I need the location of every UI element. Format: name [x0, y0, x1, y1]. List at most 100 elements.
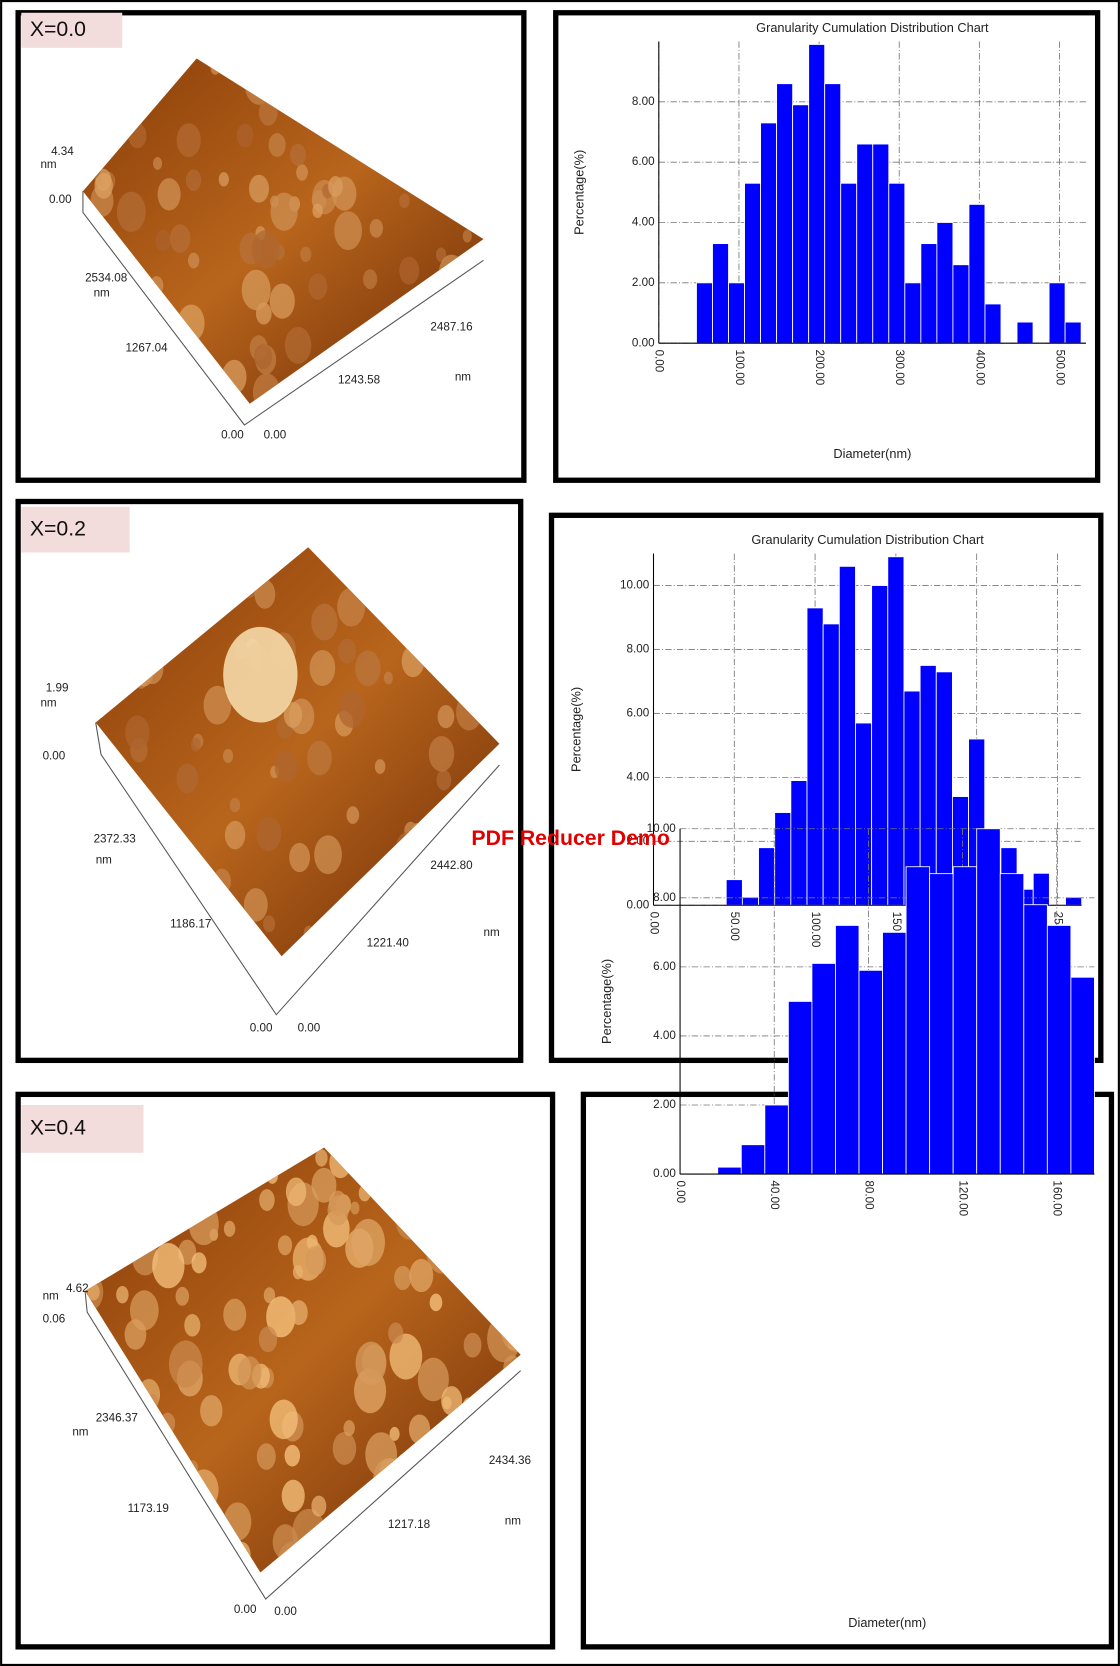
bar [725, 879, 743, 906]
surface-feature [243, 888, 268, 922]
surface-feature [131, 874, 157, 911]
surface-feature [273, 66, 289, 87]
surface-feature [312, 203, 323, 219]
surface-feature [284, 1444, 301, 1467]
surface-feature [307, 740, 332, 776]
surface-feature [288, 1147, 302, 1161]
surface-feature [188, 1203, 219, 1246]
surface-feature [454, 1482, 465, 1498]
afm-axis-label: 0.00 [49, 193, 72, 206]
surface-feature [254, 579, 276, 609]
surface-feature [82, 150, 102, 181]
afm-axis-label: 2534.08 [85, 271, 127, 284]
surface-feature [503, 1260, 515, 1277]
bar [764, 1104, 789, 1175]
panel-border [15, 498, 524, 1064]
x-tick-label: 300.00 [893, 350, 906, 386]
y-tick-label: 4.00 [627, 770, 650, 783]
bar [887, 556, 905, 906]
afm-axis-label: 0.00 [298, 1022, 321, 1035]
bar [858, 969, 883, 1175]
bar [976, 828, 1001, 1175]
bar [1064, 321, 1082, 344]
bar [1032, 872, 1050, 906]
surface-feature [456, 694, 483, 731]
bar [792, 104, 810, 344]
x-tick-label: 160.00 [1051, 1180, 1064, 1216]
surface-feature [256, 1443, 276, 1470]
label-background [21, 506, 130, 553]
afm-axis-label: 0.06 [43, 1313, 66, 1326]
chart-title: Granularity Cumulation Distribution Char… [751, 532, 984, 547]
bar [1048, 282, 1066, 344]
bar [744, 182, 762, 344]
surface-feature [463, 1332, 482, 1358]
afm-axis-label: 0.00 [43, 750, 66, 763]
bar [936, 222, 954, 344]
surface-feature [224, 820, 246, 850]
surface-feature [112, 1476, 131, 1502]
surface-feature [125, 715, 150, 750]
surface-feature [336, 71, 356, 99]
surface-feature [465, 652, 493, 691]
surface-feature [305, 1246, 327, 1276]
surface-feature [270, 192, 298, 231]
surface-feature [222, 748, 234, 764]
surface-feature [462, 229, 472, 243]
surface-feature [436, 769, 452, 791]
surface-feature [136, 58, 164, 78]
surface-feature [148, 605, 163, 626]
x-tick-label: 50.00 [728, 912, 741, 942]
afm-axis-label: nm [40, 158, 56, 171]
surface-feature [350, 1201, 360, 1215]
afm-axis-label: 1173.19 [128, 1502, 169, 1515]
afm-axis-label: 2372.33 [94, 832, 136, 845]
surface-feature [389, 1426, 400, 1441]
x-tick-label: 0.00 [647, 912, 660, 935]
surface-feature [338, 690, 365, 728]
surface-feature [82, 213, 93, 240]
y-axis-label: Percentage(%) [572, 150, 587, 235]
surface-feature [263, 915, 276, 933]
bar [790, 780, 808, 906]
surface-feature [437, 704, 455, 729]
surface-feature [403, 301, 424, 329]
surface-feature [208, 590, 220, 606]
surface-feature [254, 344, 273, 370]
afm-axis-label: 0.00 [274, 1605, 297, 1618]
surface-feature [124, 1319, 147, 1350]
surface-feature [292, 1265, 304, 1280]
surface-feature [359, 1539, 371, 1555]
surface-feature [251, 230, 280, 269]
surface-feature [126, 293, 148, 324]
surface-feature [154, 858, 175, 888]
bar [999, 873, 1025, 1175]
surface-feature [485, 547, 497, 557]
surface-feature [281, 1479, 305, 1513]
surface-feature [176, 123, 201, 158]
surface-feature [325, 85, 337, 101]
surface-feature [145, 1455, 174, 1495]
surface-feature [395, 1202, 423, 1240]
surface-feature [346, 806, 360, 824]
surface-feature [86, 1489, 104, 1513]
surface-feature [456, 158, 475, 184]
surface-feature [483, 939, 498, 957]
bar [968, 203, 986, 344]
surface-feature [399, 193, 410, 208]
afm-axis-label: nm [43, 1289, 59, 1302]
surface-feature [455, 1484, 475, 1511]
surface-feature [408, 1414, 431, 1445]
surface-feature [498, 1266, 521, 1312]
surface-feature [223, 1220, 236, 1237]
surface-feature [309, 650, 336, 687]
surface-feature [487, 1315, 521, 1363]
surface-feature [218, 172, 229, 187]
surface-feature [191, 1252, 207, 1274]
x-axis-label: Diameter(nm) [833, 446, 911, 461]
surface-feature [493, 1177, 515, 1207]
surface-feature [256, 816, 282, 852]
afm-axis-label: 0.00 [234, 1603, 257, 1616]
bar [935, 671, 953, 906]
surface-feature [474, 1480, 485, 1495]
